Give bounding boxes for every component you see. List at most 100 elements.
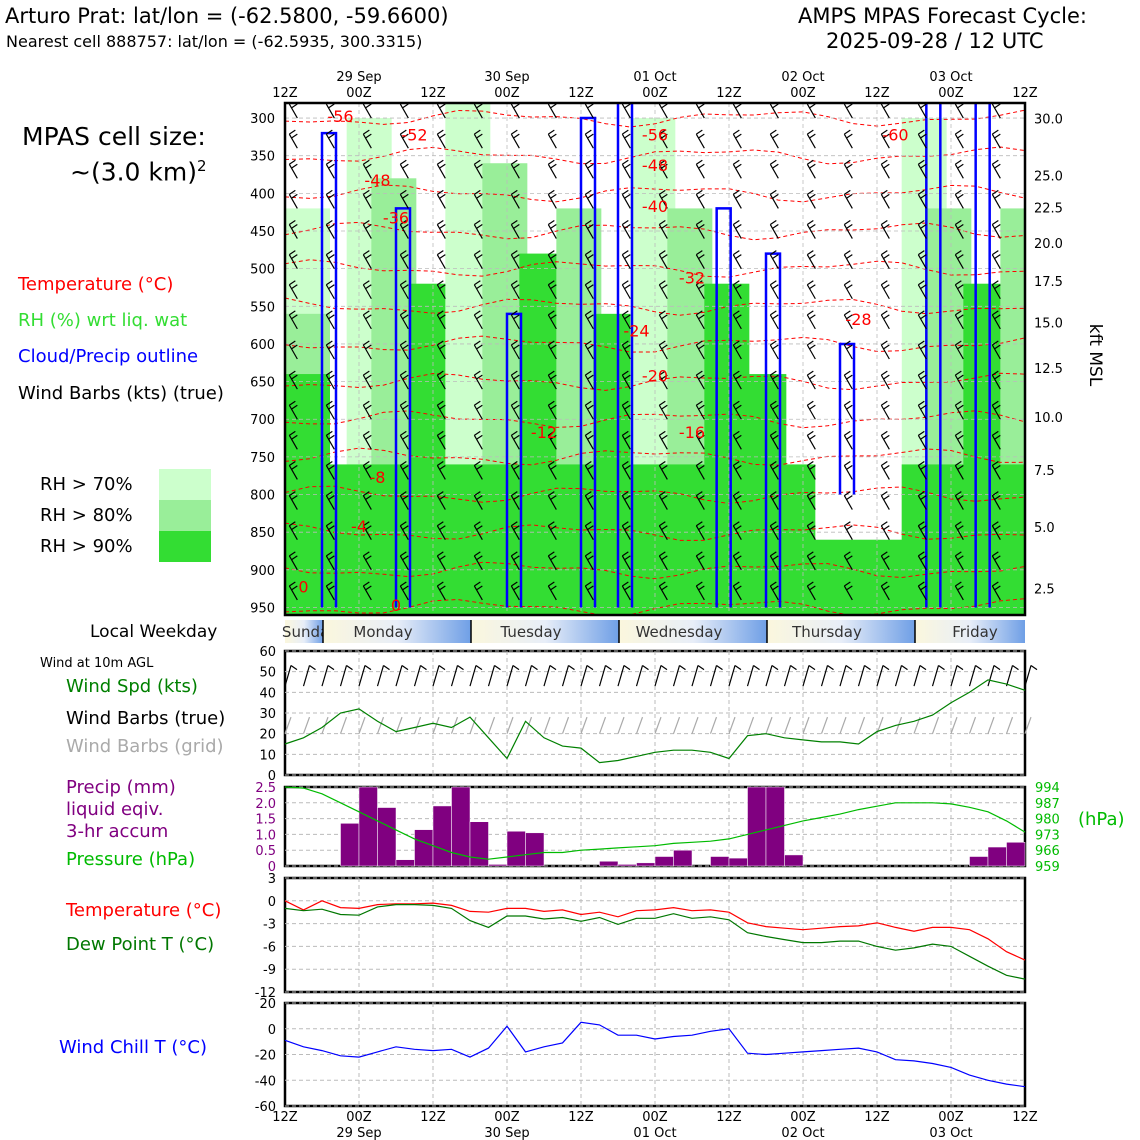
wind-barb [991, 129, 1001, 149]
wind-barb-flag [809, 464, 816, 470]
wind-barb [325, 491, 335, 510]
temp-contour-label: -40 [642, 197, 668, 216]
wind-barb-flag [291, 193, 298, 199]
wind-barb-flag [585, 460, 592, 466]
wind-barb-flag [696, 310, 703, 316]
wind-barb-staff [288, 465, 298, 480]
wind-barb-staff [843, 435, 853, 450]
wind-barb-flag [772, 404, 779, 410]
wind-barb [695, 460, 705, 480]
wind-barb [658, 310, 668, 330]
wind-barb-flag [659, 460, 666, 466]
wind-barb-flag [363, 430, 370, 436]
wind-barb [399, 491, 409, 510]
wind-barb-flag [289, 551, 296, 557]
wind-barb-staff [732, 163, 742, 179]
wind-barb-staff [547, 525, 557, 541]
wind-barb-flag [437, 310, 444, 316]
wind-barb-flag [918, 159, 925, 165]
wind-barb-staff [399, 525, 409, 541]
pressure-tick-label: 650 [250, 376, 275, 391]
wind-barb [362, 581, 372, 601]
wind-barb-flag [994, 314, 1001, 320]
wind-barb-flag [511, 430, 518, 436]
surface-wind-barb-staff [598, 665, 607, 687]
surface-wind-barb-flag [586, 664, 594, 671]
wind-barb-flag [622, 220, 629, 226]
wind-barb-staff [732, 374, 742, 390]
wind-barb-staff [880, 585, 890, 601]
wind-barb-flag [624, 434, 631, 440]
wind-barb-flag [437, 370, 444, 376]
wind-barb [399, 250, 409, 269]
wind-barb-staff [806, 133, 816, 149]
wind-barb-staff [732, 465, 742, 480]
grid-wind-barb-staff [968, 716, 977, 734]
wind-barb [473, 310, 483, 330]
wind-barb-flag [328, 495, 335, 501]
wind-barb-staff [954, 103, 964, 119]
wind-barb-staff [695, 103, 705, 119]
wind-barb-flag [661, 525, 668, 531]
cell-size-exponent: 2 [197, 157, 207, 175]
wind-barb-flag [770, 400, 777, 406]
wind-barb-flag [548, 460, 555, 466]
wind-barb-flag [772, 464, 779, 470]
wind-barb-flag [992, 581, 999, 587]
wind-barb-staff [325, 194, 335, 209]
wind-barb [843, 460, 853, 480]
wind-barb-flag [698, 133, 705, 139]
wind-barb-flag [770, 159, 777, 165]
wind-barb-staff [584, 585, 594, 601]
wind-barb [362, 250, 372, 269]
wind-barb-flag [289, 340, 296, 346]
wind-barb-staff [954, 525, 964, 541]
wind-barb-flag [992, 129, 999, 135]
wind-barb-flag [809, 495, 816, 501]
wind-barb-flag [513, 344, 520, 350]
pressure-tick-label: 973 [1035, 828, 1060, 843]
wind-barb-staff [325, 374, 335, 390]
wind-barb-flag [365, 314, 372, 320]
wind-barb-flag [513, 495, 520, 501]
wind-barb-staff [917, 284, 927, 300]
wind-barb-staff [695, 284, 705, 300]
wind-barb-staff [436, 133, 446, 149]
wind-barb-flag [661, 284, 668, 290]
wind-barb-flag [328, 284, 335, 290]
wind-barb [325, 370, 335, 390]
wind-barb [658, 159, 668, 179]
surface-wind-barb [339, 664, 353, 687]
grid-wind-barb [617, 716, 625, 734]
grid-wind-barb [339, 716, 348, 734]
wind-barb-flag [585, 370, 592, 376]
wind-barb-flag [844, 310, 851, 316]
surface-wind-barb-flag [309, 664, 316, 671]
grid-wind-barb-staff [358, 716, 366, 734]
wind-barb-staff [362, 133, 372, 149]
wind-barb-flag [772, 555, 779, 561]
wind-barb [436, 340, 446, 360]
wind-barb-flag [400, 250, 407, 256]
wind-barb-staff [399, 495, 409, 510]
wind-barb-staff [806, 194, 816, 209]
wind-barb-flag [883, 404, 890, 410]
top-date-label: 02 Oct [781, 70, 824, 85]
wind-barb-flag [439, 163, 446, 169]
temp-contour-label: -60 [882, 126, 908, 145]
wind-barb-staff [510, 555, 520, 571]
grid-wind-barb-staff [376, 716, 385, 734]
wind-barb-staff [806, 284, 816, 300]
wind-barb-flag [661, 464, 668, 470]
wind-barb-staff [695, 585, 705, 601]
surface-wind-barb [931, 664, 945, 687]
wind-barb [991, 340, 1001, 360]
wind-barb-flag [735, 224, 742, 230]
wind-barb-staff [880, 194, 890, 209]
wind-barb-flag [994, 284, 1001, 290]
wind-barb-flag [476, 464, 483, 470]
wind-barb-flag [881, 370, 888, 376]
wind-barb-flag [548, 491, 555, 497]
wind-barb-flag [772, 103, 779, 109]
wind-barb-flag [400, 551, 407, 557]
